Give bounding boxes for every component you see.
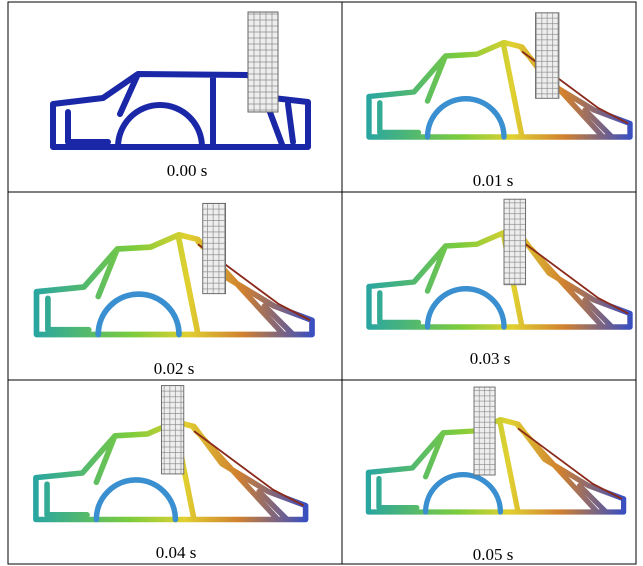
figure: 0.00 s 0.01 s 0.02 s 0.03 s 0.04 s 0.05 … — [0, 0, 643, 566]
panel — [369, 13, 630, 137]
caption: 0.00 s — [167, 161, 208, 180]
panel — [36, 386, 306, 520]
caption: 0.01 s — [473, 171, 514, 190]
panel — [369, 199, 630, 327]
caption: 0.02 s — [154, 359, 195, 378]
caption: 0.04 s — [156, 543, 197, 562]
panel — [37, 203, 313, 334]
panel — [368, 387, 623, 512]
caption: 0.05 s — [473, 545, 514, 564]
caption: 0.03 s — [470, 349, 511, 368]
panel — [53, 12, 308, 147]
